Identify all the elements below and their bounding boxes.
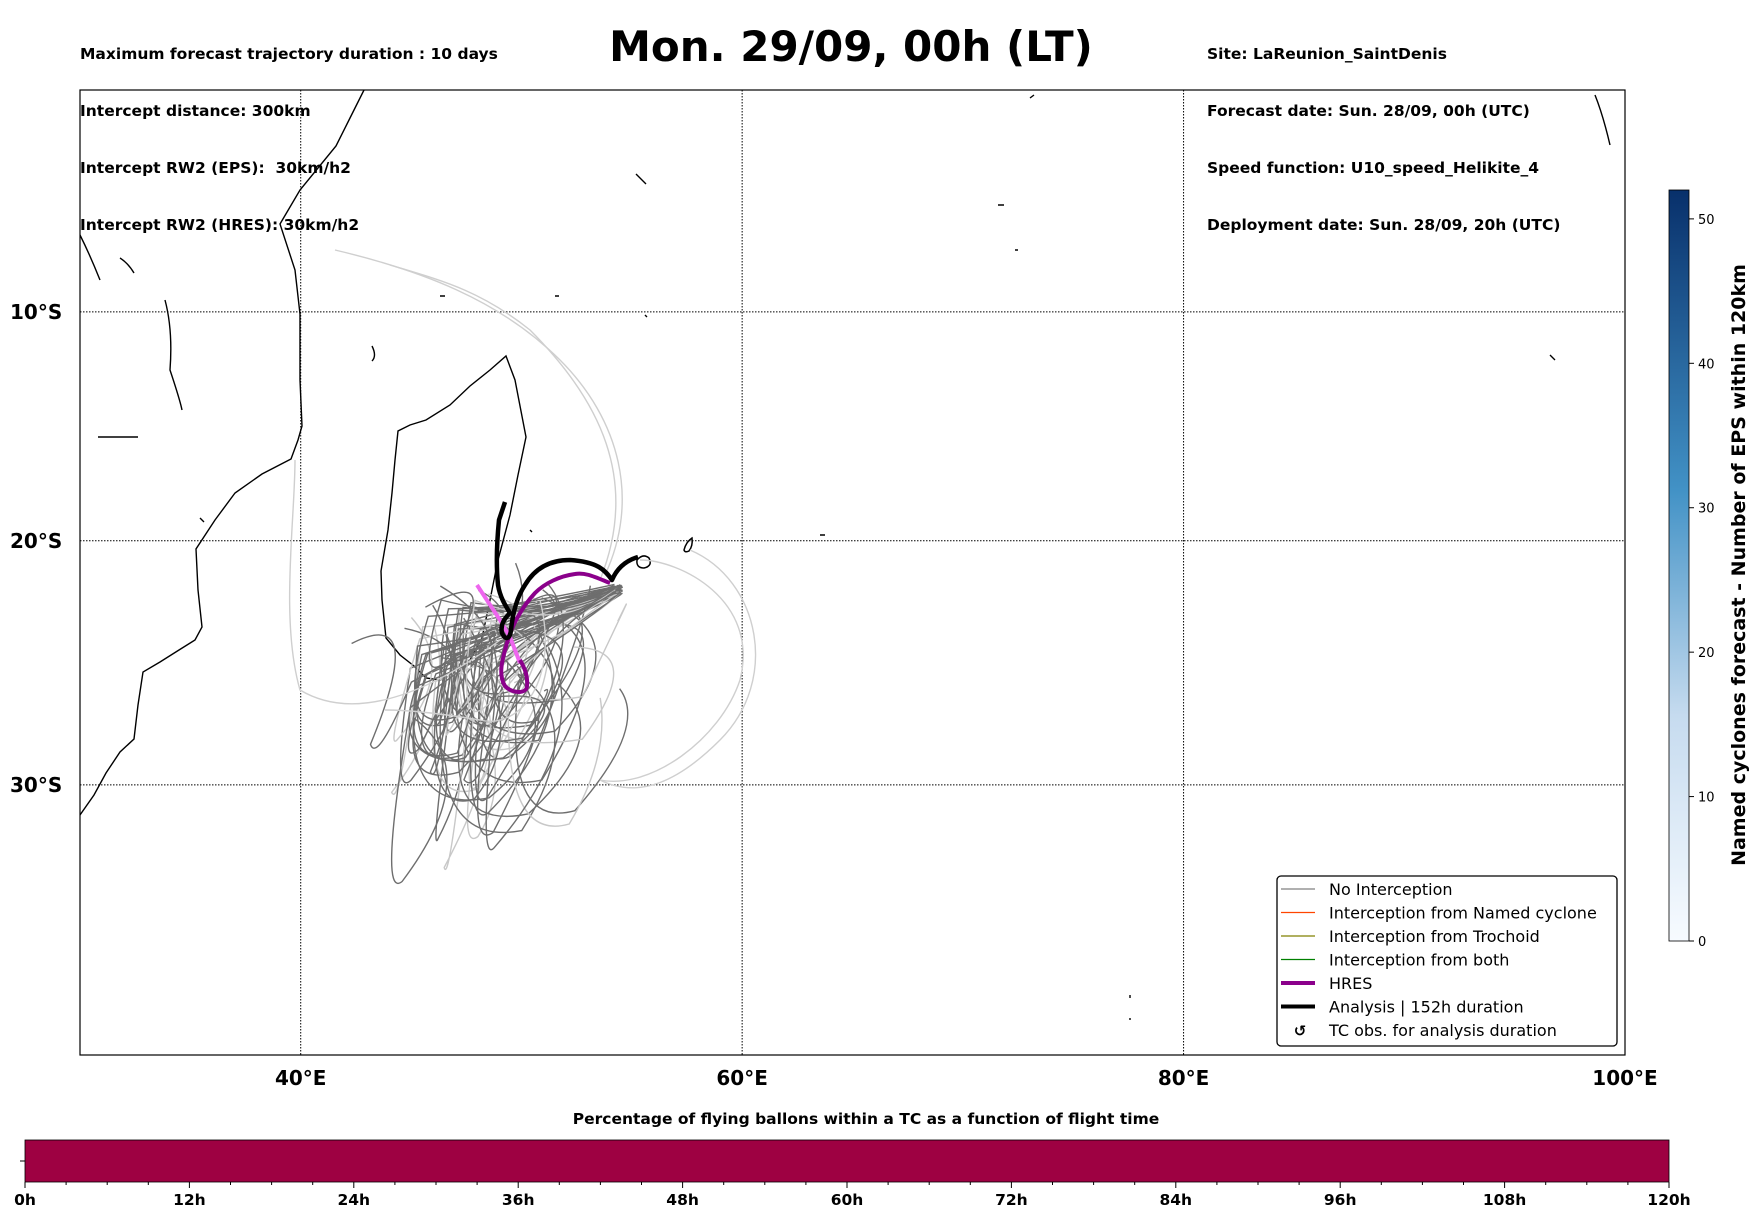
ensemble-trajectory: [351, 585, 615, 749]
trajectories: [288, 249, 757, 884]
ensemble-trajectory: [459, 586, 619, 695]
legend-label: Interception from Named cyclone: [1329, 904, 1597, 923]
ensemble-trajectory: [514, 591, 629, 814]
bar-tick-label: 108h: [1483, 1191, 1526, 1209]
colorbar-gradient: [1668, 189, 1690, 942]
bar-tick-label: 24h: [337, 1191, 370, 1209]
bar-tick-label: 84h: [1159, 1191, 1192, 1209]
hres-track-late: [475, 583, 522, 664]
coastline-africa: [80, 90, 365, 816]
flight-time-bar-fill: [24, 1139, 1670, 1183]
header-right: Site: LaReunion_SaintDenis Forecast date…: [1207, 7, 1560, 273]
header-line: Speed function: U10_speed_Helikite_4: [1207, 159, 1540, 177]
analysis-track: [494, 501, 639, 641]
legend-label: Interception from both: [1329, 951, 1509, 970]
header-line: Forecast date: Sun. 28/09, 00h (UTC): [1207, 102, 1530, 120]
ensemble-trajectory-outlier: [384, 599, 546, 722]
ensemble-trajectory: [408, 586, 624, 763]
ensemble-trajectory-outlier: [334, 249, 623, 576]
header-line: Deployment date: Sun. 28/09, 20h (UTC): [1207, 216, 1561, 234]
colorbar: 0 10 20 30 40 50 Named cyclones forecast - Nu…: [1668, 189, 1750, 950]
gridlines: [80, 90, 1625, 1055]
y-tick-label: 20°S: [10, 529, 62, 553]
bar-tick-label: 72h: [995, 1191, 1028, 1209]
ensemble-trajectory: [485, 591, 622, 851]
legend-box: [1276, 875, 1618, 1047]
y-tick-label: 30°S: [10, 773, 62, 797]
tc-obs-icon: ↺: [1294, 1022, 1307, 1040]
legend-label: TC obs. for analysis duration: [1328, 1021, 1557, 1040]
x-tick-label: 60°E: [716, 1066, 768, 1090]
x-tick-label: 80°E: [1158, 1066, 1210, 1090]
x-tick-label: 40°E: [275, 1066, 327, 1090]
ensemble-trajectory-outlier: [599, 549, 757, 789]
bar-tick-label: 0h: [14, 1191, 36, 1209]
ensemble-trajectory: [507, 591, 620, 827]
ensemble-trajectory: [451, 591, 622, 743]
colorbar-tick-label: 30: [1698, 502, 1715, 517]
legend-label: HRES: [1329, 974, 1372, 993]
bar-tick-label: 36h: [502, 1191, 535, 1209]
colorbar-tick-label: 10: [1698, 791, 1715, 806]
chart-title: Mon. 29/09, 00h (LT): [609, 22, 1093, 71]
ensemble-trajectory-outlier: [599, 559, 744, 782]
header-line: Maximum forecast trajectory duration : 1…: [80, 45, 498, 63]
legend-label: No Interception: [1329, 880, 1453, 899]
flight-time-bar-title: Percentage of flying ballons within a TC…: [573, 1110, 1160, 1128]
ensemble-trajectory: [425, 587, 614, 669]
bar-tick-label: 60h: [831, 1191, 864, 1209]
header-line: Intercept distance: 300km: [80, 102, 311, 120]
header-line: Intercept RW2 (HRES): 30km/h2: [80, 216, 360, 234]
map: [80, 90, 1611, 1020]
colorbar-tick-label: 40: [1698, 357, 1715, 372]
bar-tick-label: 120h: [1647, 1191, 1690, 1209]
ensemble-trajectory-outlier: [389, 264, 617, 581]
ensemble-trajectory-outlier: [288, 459, 501, 705]
header-left: Maximum forecast trajectory duration : 1…: [80, 7, 498, 273]
y-tick-label: 10°S: [10, 300, 62, 324]
ensemble-trajectory: [474, 592, 617, 802]
coastline-mauritius: [683, 536, 693, 553]
coastline-reunion: [636, 555, 651, 569]
legend: No Interception Interception from Named c…: [1276, 875, 1618, 1047]
ensemble-trajectory: [439, 589, 615, 834]
coastline-islands: [80, 94, 1611, 1020]
header-line: Site: LaReunion_SaintDenis: [1207, 45, 1447, 63]
flight-time-bar: Percentage of flying ballons within a TC…: [14, 1110, 1691, 1209]
bar-tick-label: 12h: [173, 1191, 206, 1209]
colorbar-label: Named cyclones forecast - Number of EPS …: [1728, 264, 1750, 866]
header-line: Intercept RW2 (EPS): 30km/h2: [80, 159, 351, 177]
hres-track: [499, 571, 611, 694]
coastline-madagascar: [380, 354, 527, 681]
colorbar-tick-label: 20: [1698, 646, 1715, 661]
legend-label: Interception from Trochoid: [1329, 927, 1540, 946]
axis-labels: 40°E 60°E 80°E 100°E 10°S 20°S 30°S: [10, 300, 1658, 1090]
ensemble-trajectory: [465, 586, 618, 713]
ensemble-trajectory: [414, 592, 615, 761]
ensemble-trajectory: [433, 584, 620, 802]
colorbar-tick-label: 0: [1698, 935, 1706, 950]
bar-tick-label: 48h: [666, 1191, 699, 1209]
legend-label: Analysis | 152h duration: [1329, 998, 1524, 1017]
bar-tick-label: 96h: [1324, 1191, 1357, 1209]
x-tick-label: 100°E: [1592, 1066, 1657, 1090]
map-frame: [79, 89, 1626, 1056]
ensemble-trajectory: [435, 584, 621, 763]
colorbar-tick-label: 50: [1698, 213, 1715, 228]
